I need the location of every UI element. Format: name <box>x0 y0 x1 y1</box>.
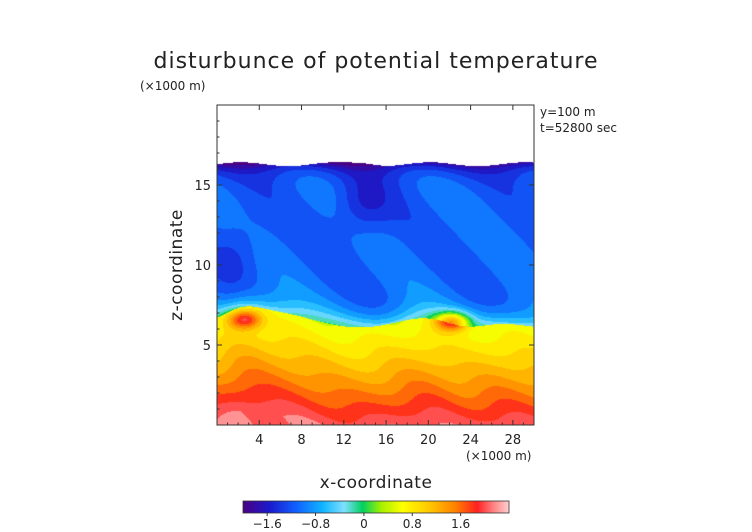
y-tick-label: 5 <box>203 339 211 354</box>
top-scale-label: (×1000 m) <box>140 79 205 93</box>
colorbar-tick-label: 0.8 <box>403 517 422 531</box>
x-axis-label: x-coordinate <box>320 473 433 493</box>
colorbar-tick-label: −1.6 <box>253 517 282 531</box>
colorbar-ticks: −1.6 −0.8 0 0.8 1.6 <box>253 513 470 531</box>
x-axis-ticks: 4 8 12 16 20 24 28 <box>227 105 524 448</box>
x-tick-label: 28 <box>505 433 522 448</box>
chart-title: disturbunce of potential temperature <box>154 49 599 74</box>
x-tick-label: 20 <box>420 433 437 448</box>
x-tick-label: 8 <box>297 433 305 448</box>
colorbar-tick-label: 0 <box>360 517 368 531</box>
y-tick-label: 10 <box>194 259 211 274</box>
x-tick-label: 12 <box>336 433 353 448</box>
x-tick-label: 16 <box>378 433 395 448</box>
x-tick-label: 4 <box>255 433 263 448</box>
info-y-label: y=100 m <box>540 105 596 119</box>
y-tick-label: 15 <box>194 179 211 194</box>
x-tick-label: 24 <box>462 433 479 448</box>
heatmap-field <box>217 105 534 425</box>
heatmap-image <box>217 105 534 425</box>
y-axis-label: z-coordinate <box>167 209 187 321</box>
bottom-scale-label: (×1000 m) <box>466 449 531 463</box>
colorbar-tick-label: 1.6 <box>451 517 470 531</box>
info-time-label: t=52800 sec <box>540 121 617 135</box>
colorbar <box>242 500 510 514</box>
y-axis-ticks: 5 10 15 <box>194 120 534 410</box>
colorbar-tick-label: −0.8 <box>301 517 330 531</box>
